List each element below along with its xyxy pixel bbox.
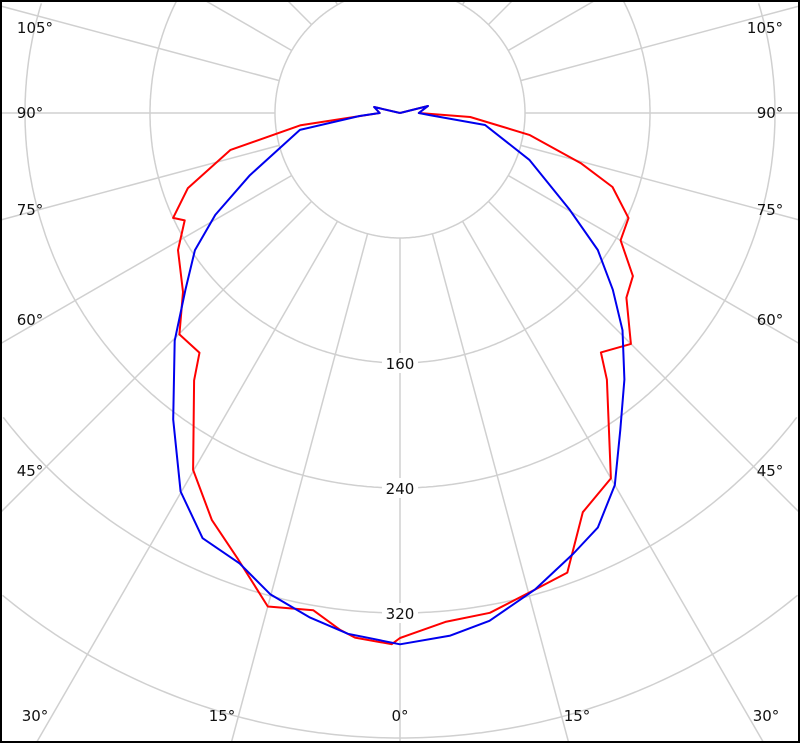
grid-ray-345 <box>230 233 369 743</box>
grid-ray-330 <box>36 220 339 743</box>
grid-ray-15 <box>431 233 570 743</box>
grid-ray-240 <box>205 0 293 52</box>
grid-circle-80 <box>400 0 526 239</box>
radial-label-bg <box>382 353 418 373</box>
angle-label-right: 45° <box>757 462 784 480</box>
angle-label-left: 90° <box>17 104 44 122</box>
grid-ray-120 <box>507 0 595 52</box>
grid-circle-80 <box>274 0 400 239</box>
grid-ray-105 <box>520 5 800 82</box>
angle-label-left: 30° <box>22 707 49 725</box>
grid-ray-60 <box>507 174 800 345</box>
grid-ray-75 <box>520 144 800 221</box>
grid-circle-320 <box>2 416 400 614</box>
grid-ray-30 <box>461 220 764 743</box>
angle-label-left: 105° <box>17 19 53 37</box>
series-red-curve <box>172 105 634 646</box>
angle-label-right: 15° <box>564 707 591 725</box>
grid-ray-45 <box>487 200 800 513</box>
grid-ray-300 <box>0 174 293 345</box>
angle-label-left: 75° <box>17 201 44 219</box>
grid-ray-315 <box>0 200 313 513</box>
angle-label-left: 45° <box>17 462 44 480</box>
angle-label-right: 30° <box>753 707 780 725</box>
radial-tick-label: 320 <box>386 605 415 623</box>
grid-circle-160 <box>149 1 400 364</box>
angle-label-bottom: 0° <box>391 707 408 725</box>
angle-label-right: 75° <box>757 201 784 219</box>
radial-label-bg <box>382 603 418 623</box>
curves <box>172 105 634 646</box>
angle-labels: 105° 90° 75° 60° 45° 30° 15° 0° 15° 30° 45° 60° 75° 9… <box>17 19 784 725</box>
series-blue-curve <box>172 105 626 646</box>
grid-circle-240 <box>400 3 776 489</box>
angle-label-right: 105° <box>747 19 783 37</box>
grid-circle-400 <box>400 594 798 739</box>
angle-label-left: 15° <box>209 707 236 725</box>
grid-ray-285 <box>0 144 280 221</box>
grid-circle-240 <box>24 3 400 489</box>
grid-circle-160 <box>400 1 651 364</box>
radial-tick-label: 160 <box>386 355 415 373</box>
grid-ray-225 <box>287 0 313 26</box>
radial-tick-label: 240 <box>386 480 415 498</box>
radial-label-bg <box>382 478 418 498</box>
angle-label-right: 60° <box>757 311 784 329</box>
radial-labels: 160 240 320 <box>382 353 418 623</box>
angle-label-right: 90° <box>757 104 784 122</box>
grid-circle-320 <box>400 416 798 614</box>
grid-ray-135 <box>487 0 513 26</box>
grid-circle-400 <box>2 594 400 739</box>
angle-label-left: 60° <box>17 311 44 329</box>
grid-ray-255 <box>0 5 280 82</box>
